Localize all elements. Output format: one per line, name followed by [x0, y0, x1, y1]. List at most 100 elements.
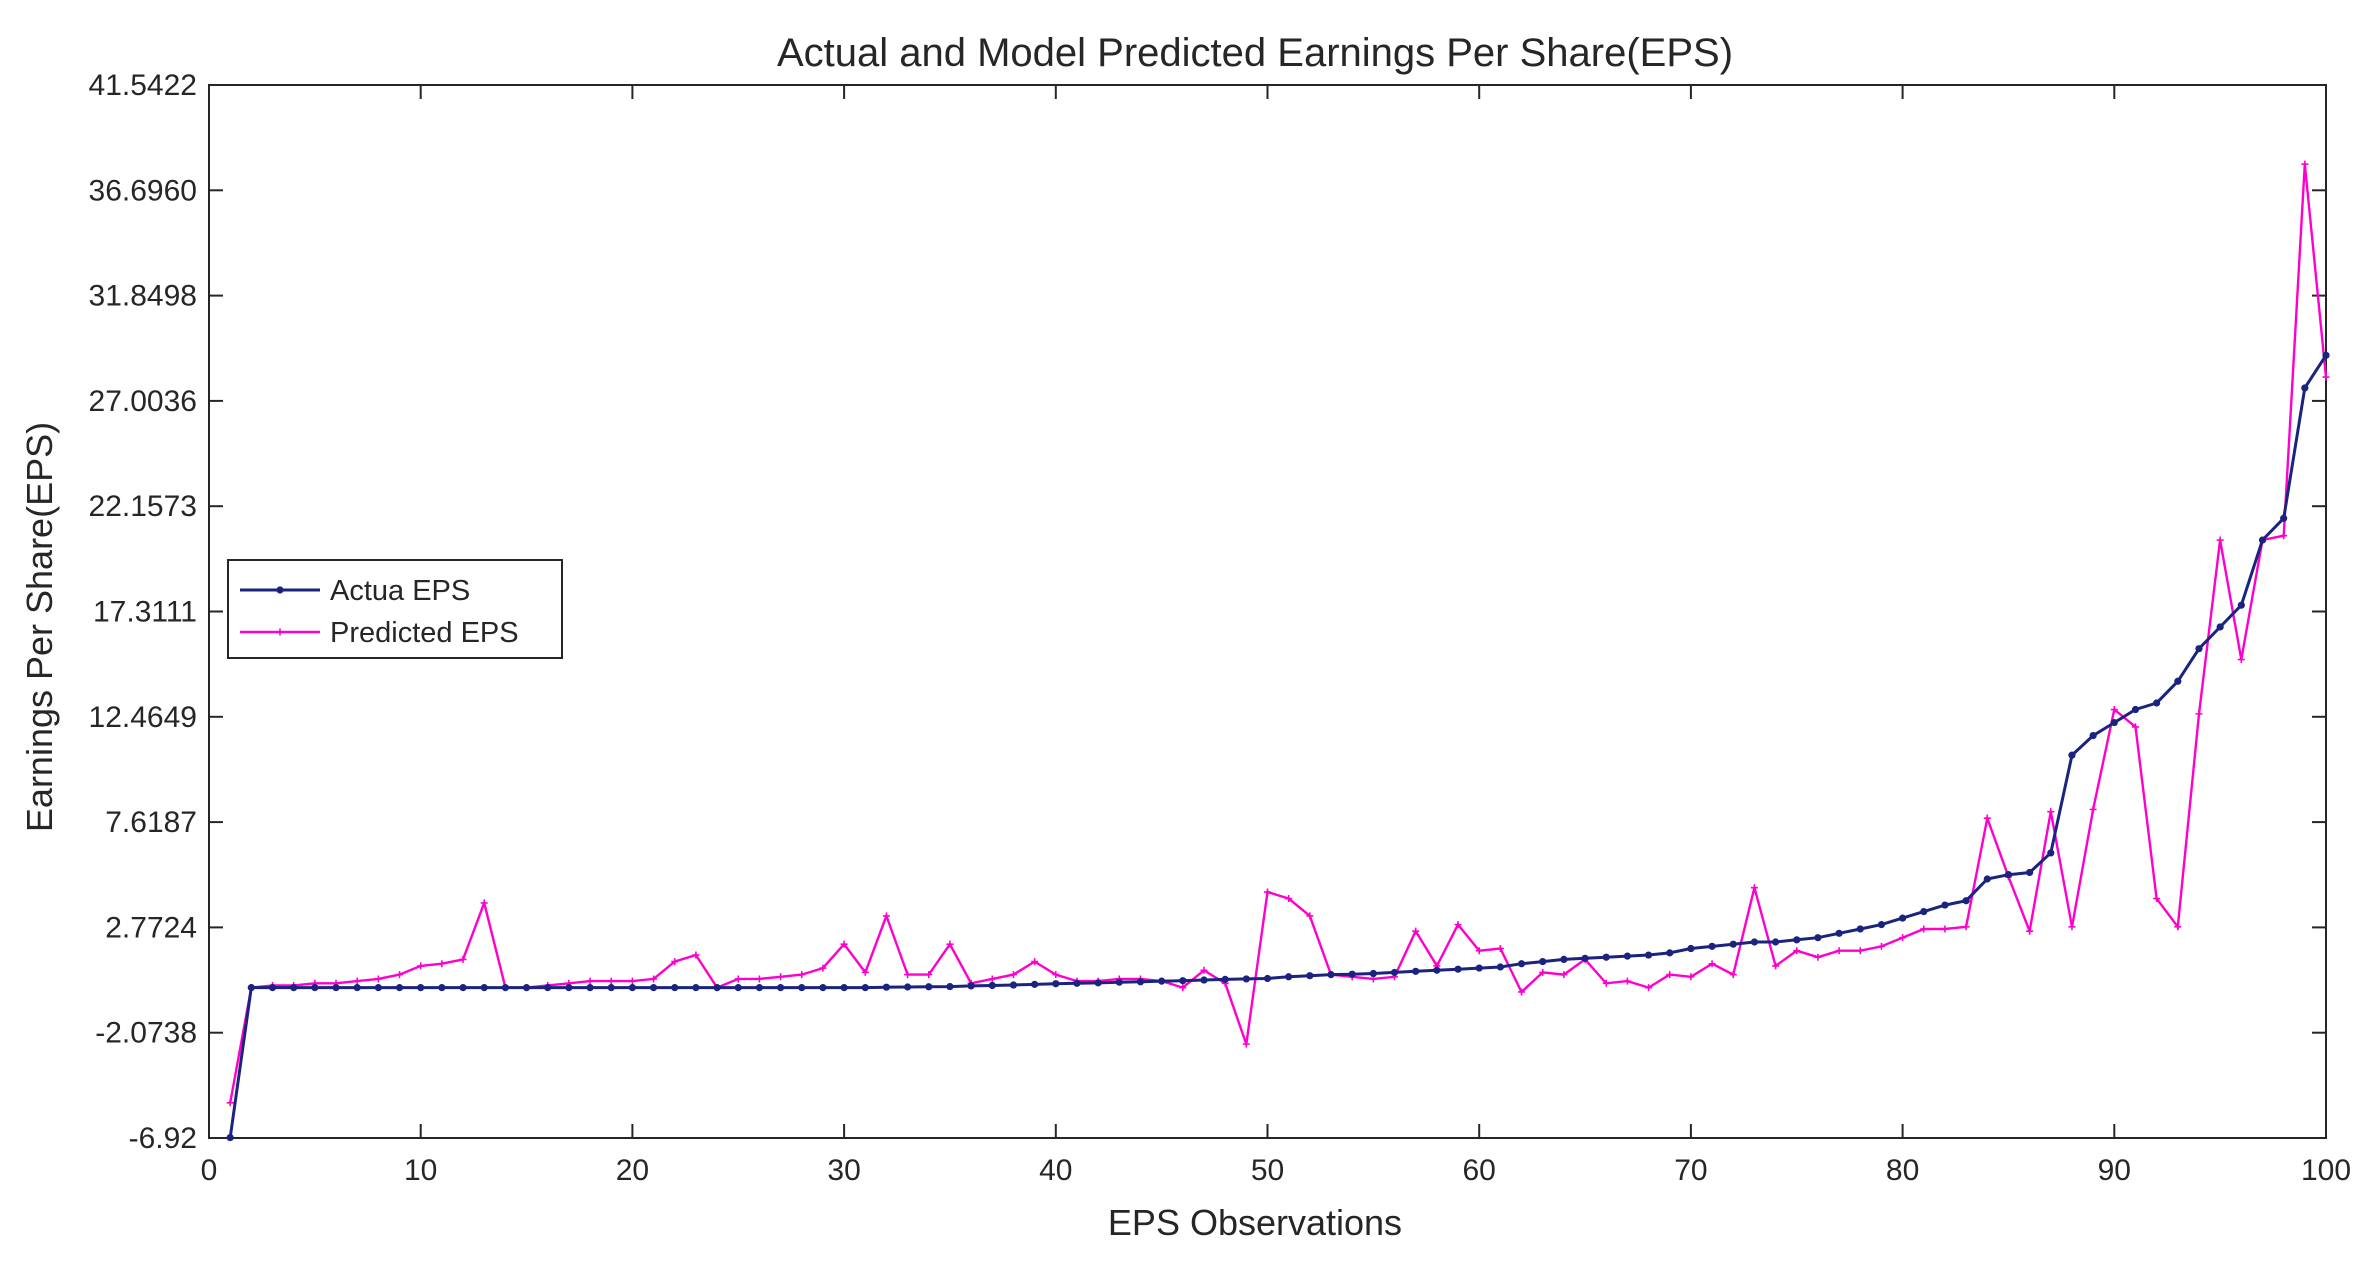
- data-point: [1560, 955, 1568, 963]
- data-point: [2131, 723, 2139, 731]
- data-point: [840, 940, 848, 948]
- data-point: [1517, 960, 1526, 968]
- data-point: [1539, 968, 1547, 976]
- data-point: [1644, 951, 1653, 959]
- data-point: [1200, 966, 1208, 974]
- data-point: [1835, 947, 1843, 955]
- data-point: [904, 983, 912, 991]
- data-point: [946, 982, 954, 991]
- data-point: [1772, 962, 1780, 970]
- data-point: [374, 975, 382, 983]
- data-point: [1835, 929, 1843, 937]
- data-point: [1750, 884, 1758, 892]
- chart-title: Actual and Model Predicted Earnings Per …: [777, 31, 1733, 75]
- data-point: [882, 912, 890, 920]
- data-point: [1771, 938, 1780, 946]
- data-point: [734, 975, 742, 983]
- y-tick-label: 41.5422: [89, 69, 197, 102]
- data-point: [2301, 160, 2309, 168]
- data-point: [777, 973, 785, 981]
- data-point: [1920, 907, 1928, 916]
- data-point: [904, 971, 912, 979]
- data-point: [1877, 921, 1886, 929]
- data-point: [2237, 656, 2245, 664]
- data-point: [1793, 936, 1801, 944]
- data-point: [1962, 923, 1970, 931]
- data-point: [650, 975, 658, 983]
- data-point: [1179, 977, 1187, 985]
- data-point: [226, 1133, 234, 1142]
- data-point: [1920, 925, 1928, 933]
- data-point: [2047, 849, 2055, 857]
- legend-item: Actua EPS: [240, 575, 470, 607]
- data-point: [1009, 971, 1017, 979]
- data-point: [1115, 978, 1123, 986]
- data-point: [798, 971, 806, 979]
- data-point: [2110, 706, 2118, 714]
- data-point: [1560, 971, 1568, 979]
- data-point: [1285, 973, 1293, 981]
- data-point: [374, 984, 382, 992]
- data-point: [1327, 971, 1335, 979]
- data-point: [755, 975, 763, 983]
- data-point: [2089, 805, 2097, 813]
- data-point: [1793, 947, 1801, 955]
- legend: Actua EPS Predicted EPS: [227, 559, 563, 659]
- data-point: [2089, 731, 2097, 740]
- data-point: [1856, 947, 1864, 955]
- data-point: [1687, 944, 1695, 953]
- data-point: [1242, 975, 1250, 983]
- data-point: [2153, 699, 2161, 707]
- data-point: [1941, 925, 1949, 933]
- data-point: [988, 981, 996, 990]
- data-point: [1475, 964, 1483, 972]
- data-point: [1306, 912, 1314, 920]
- data-point: [1623, 952, 1631, 960]
- data-point: [353, 984, 361, 992]
- data-point: [438, 984, 446, 992]
- data-point: [2195, 710, 2203, 718]
- data-point: [2322, 351, 2330, 359]
- data-point: [290, 984, 298, 992]
- data-point: [1454, 921, 1462, 929]
- data-point: [1729, 971, 1737, 979]
- series-actua-eps: [226, 351, 2330, 1142]
- data-point: [1136, 978, 1145, 986]
- data-point: [671, 984, 679, 992]
- y-tick-label: 12.4649: [89, 701, 197, 734]
- data-point: [2301, 384, 2309, 392]
- data-point: [1052, 971, 1060, 979]
- data-point: [459, 955, 467, 963]
- data-point: [417, 984, 425, 992]
- data-point: [2195, 645, 2203, 653]
- data-point: [840, 984, 848, 992]
- y-tick-label: 22.1573: [89, 490, 197, 523]
- x-tick-label: 0: [201, 1154, 218, 1187]
- data-point: [1983, 875, 1991, 883]
- data-point: [1264, 888, 1271, 896]
- data-point: [353, 977, 361, 985]
- data-point: [776, 984, 785, 992]
- series-layer: [226, 160, 2330, 1142]
- data-point: [1242, 1040, 1250, 1048]
- data-point: [1200, 976, 1208, 984]
- data-point: [2047, 808, 2055, 816]
- data-point: [2026, 868, 2034, 877]
- x-tick-label: 70: [1674, 1154, 1707, 1187]
- y-tick-label: -6.92: [129, 1122, 197, 1155]
- x-tick-label: 10: [404, 1154, 437, 1187]
- data-point: [925, 983, 933, 991]
- data-point: [1496, 963, 1504, 971]
- data-point: [755, 984, 764, 992]
- data-point: [586, 984, 594, 992]
- data-point: [438, 960, 446, 968]
- data-point: [2174, 677, 2182, 685]
- data-point: [1179, 984, 1187, 992]
- data-point: [544, 984, 552, 992]
- data-point: [925, 971, 933, 979]
- data-point: [1962, 897, 1970, 905]
- data-point: [1645, 984, 1653, 992]
- data-point: [480, 899, 488, 907]
- data-point: [1983, 814, 1991, 822]
